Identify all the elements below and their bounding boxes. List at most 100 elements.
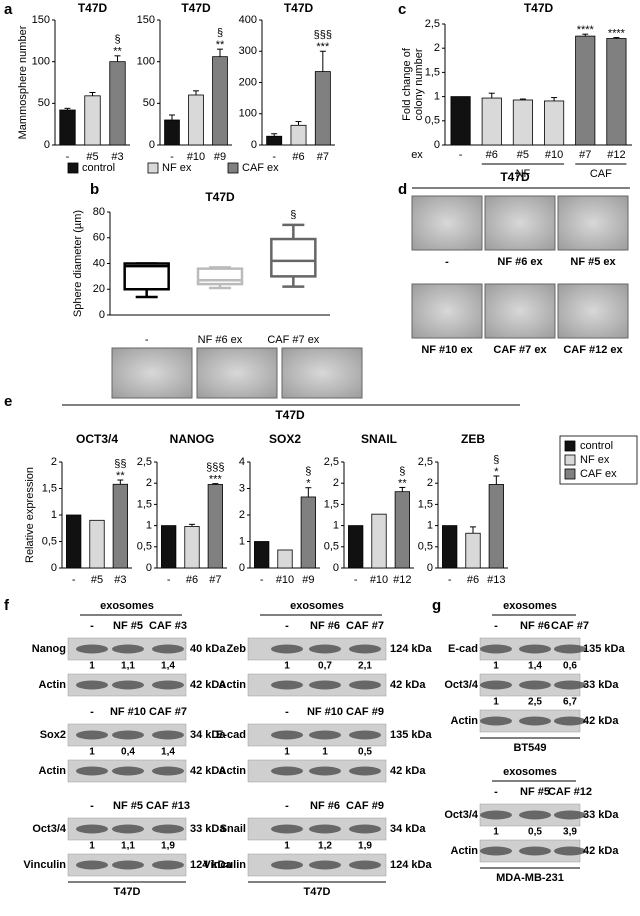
image-label: CAF #7 ex: [493, 344, 547, 356]
y-tick-label: 80: [93, 206, 105, 218]
band: [349, 680, 381, 690]
protein-label: Vinculin: [23, 859, 66, 871]
band: [152, 730, 184, 740]
significance: ****: [577, 24, 595, 36]
y-tick-label: 300: [239, 45, 257, 57]
lane-label: CAF #12: [548, 786, 592, 798]
y-axis-label: Mammosphere number: [17, 25, 29, 139]
x-tick-label: #7: [209, 574, 221, 586]
lane-label: CAF #13: [146, 800, 190, 812]
band: [76, 644, 108, 654]
legend-swatch: [564, 440, 576, 452]
chart-title: T47D: [78, 1, 108, 15]
quantification: 1: [493, 697, 499, 708]
lane-label: NF #6: [310, 620, 340, 632]
band: [152, 766, 184, 776]
significance: §: [217, 27, 223, 39]
lane-label: NF #5: [113, 800, 143, 812]
y-tick-label: 4: [239, 456, 245, 468]
quantification: 1: [89, 661, 95, 672]
bar: [290, 124, 307, 146]
bar: [465, 532, 481, 569]
significance: ***: [316, 41, 330, 53]
quantification: 1: [89, 747, 95, 758]
significance: §: [493, 454, 499, 466]
bar: [89, 519, 105, 569]
kda-label: 42 kDa: [390, 679, 426, 691]
micrograph: [196, 347, 278, 399]
kda-label: 42 kDa: [583, 845, 619, 857]
y-tick-label: 150: [137, 14, 155, 26]
band: [76, 730, 108, 740]
band: [309, 824, 341, 834]
kda-label: 34 kDa: [390, 823, 426, 835]
panel-label: g: [432, 597, 441, 614]
quantification: 0,7: [318, 661, 332, 672]
group-label: NF: [516, 168, 531, 180]
lane-label: -: [494, 786, 498, 798]
protein-label: Snail: [220, 823, 246, 835]
band: [152, 680, 184, 690]
y-tick-label: 2: [51, 456, 57, 468]
band: [554, 716, 586, 726]
y-axis-label: Sphere diameter (µm): [72, 210, 84, 317]
y-tick-label: 60: [93, 232, 105, 244]
lane-label: CAF #9: [346, 800, 384, 812]
cell-line: BT549: [513, 742, 546, 754]
y-tick-label: 0,5: [137, 541, 152, 553]
x-tick-label: #3: [111, 151, 123, 163]
x-tick-label: NF #6 ex: [198, 334, 243, 346]
quantification: 1: [89, 841, 95, 852]
band: [349, 766, 381, 776]
bar: [266, 135, 283, 146]
y-tick-label: 40: [93, 257, 105, 269]
bar: [112, 483, 128, 569]
band: [271, 860, 303, 870]
lane-label: CAF #7: [551, 620, 589, 632]
band: [519, 846, 551, 856]
panel-label: d: [398, 181, 407, 198]
x-tick-label: #10: [545, 149, 563, 161]
bar: [59, 109, 76, 146]
kda-label: 33 kDa: [190, 823, 226, 835]
band: [112, 766, 144, 776]
lane-label: -: [494, 620, 498, 632]
y-tick-label: 0,5: [425, 115, 440, 127]
significance: *: [494, 466, 499, 478]
panel-label: a: [4, 1, 13, 18]
band: [271, 644, 303, 654]
bar: [164, 119, 180, 146]
legend-label: CAF ex: [580, 468, 617, 480]
chart-title: T47D: [284, 1, 314, 15]
protein-label: E-cad: [216, 729, 246, 741]
x-tick-label: -: [170, 151, 174, 163]
band: [349, 824, 381, 834]
micrograph: [281, 347, 363, 399]
band: [480, 846, 512, 856]
significance: **: [113, 46, 122, 58]
significance: *: [306, 478, 311, 490]
y-tick-label: 2: [333, 477, 339, 489]
lane-label: CAF #3: [149, 620, 187, 632]
y-tick-label: 0: [51, 562, 57, 574]
y-tick-label: 50: [38, 97, 50, 109]
band: [112, 644, 144, 654]
panel-label: b: [90, 181, 99, 198]
x-tick-label: #12: [393, 574, 411, 586]
image-label: NF #5 ex: [570, 256, 616, 268]
blot-header: exosomes: [100, 600, 154, 612]
lane-label: NF #5: [520, 786, 550, 798]
kda-label: 135 kDa: [583, 643, 625, 655]
y-tick-label: 100: [239, 108, 257, 120]
band: [76, 824, 108, 834]
bar: [512, 99, 533, 146]
kda-label: 124 kDa: [190, 859, 232, 871]
bar: [442, 525, 458, 569]
band: [480, 644, 512, 654]
lane-label: -: [90, 800, 94, 812]
band: [309, 730, 341, 740]
quantification: 2,1: [358, 661, 372, 672]
chart-title: OCT3/4: [76, 432, 118, 446]
lane-label: CAF #9: [346, 706, 384, 718]
band: [519, 644, 551, 654]
